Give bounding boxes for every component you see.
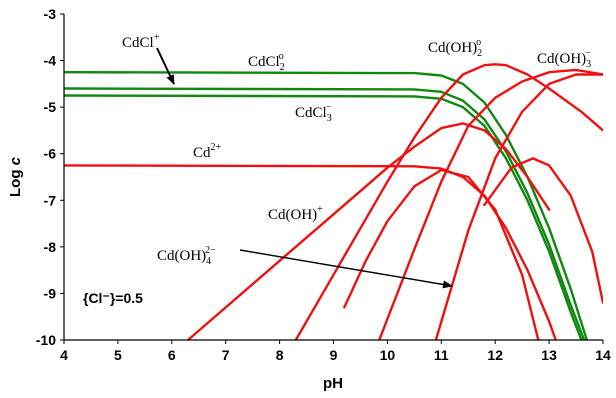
y-axis-title: Log c — [7, 156, 24, 197]
x-axis-title: pH — [323, 375, 343, 392]
label-cdoh3-part: 3 — [586, 59, 591, 70]
axes-layer: 4 5 6 7 8 9 10 11 12 13 14 -3 -4 -5 -6 -7 -8 -9 -10 — [36, 6, 611, 363]
x-tick-label: 8 — [276, 347, 284, 363]
series-line-1 — [64, 87, 586, 340]
x-tick-label: 14 — [595, 347, 611, 363]
label-cdoh-plus-part: + — [317, 204, 323, 215]
label-cdoh2-part: 2 — [477, 48, 482, 59]
x-tick-label: 7 — [222, 347, 230, 363]
y-tick-label: -3 — [44, 6, 57, 22]
x-tick-label: 12 — [487, 347, 503, 363]
series-line-2 — [64, 94, 583, 340]
series-line-6 — [378, 68, 603, 340]
labels-layer: CdCl+CdCl2oCdCl3−Cd2+Cd(OH)+Cd(OH)2oCd(O… — [122, 32, 591, 289]
x-tick-label: 11 — [434, 347, 449, 363]
x-tick-label: 13 — [541, 347, 557, 363]
label-cdoh3-part: − — [585, 48, 591, 59]
label-cdcl2: CdCl2o — [248, 51, 285, 73]
label-cdoh4-part: Cd(OH) — [157, 248, 206, 264]
label-cdoh4-part: 2− — [205, 245, 216, 256]
label-cdcl3-part: CdCl — [295, 105, 327, 121]
extra-curve-0 — [343, 168, 540, 340]
y-tick-label: -6 — [44, 146, 57, 162]
x-tick-label: 9 — [330, 347, 338, 363]
series-line-3 — [64, 164, 558, 340]
y-tick-label: -10 — [36, 332, 56, 348]
label-cd2plus-part: 2+ — [211, 142, 222, 153]
x-tick-label: 5 — [114, 347, 122, 363]
label-cdcl2-part: 2 — [280, 62, 285, 73]
label-cdoh-plus-part: Cd(OH) — [268, 207, 317, 223]
y-tick-label: -9 — [44, 285, 57, 301]
label-cd2plus-part: Cd — [193, 145, 211, 161]
chloride-condition-label: {Cl⁻}=0.5 — [83, 290, 143, 306]
label-cdoh3-part: Cd(OH) — [537, 51, 586, 67]
label-cdoh2-part: Cd(OH) — [428, 40, 477, 56]
y-tick-label: -4 — [44, 53, 57, 69]
arrow-cdcl-plus — [156, 47, 175, 85]
label-cd2plus: Cd2+ — [193, 142, 222, 161]
label-cdcl3: CdCl3− — [295, 102, 332, 124]
label-cdcl3-part: 3 — [327, 113, 332, 124]
label-cdoh2: Cd(OH)2o — [428, 37, 482, 59]
label-cdcl2-part: CdCl — [248, 54, 280, 70]
label-cdoh4-part: 4 — [206, 256, 211, 267]
label-cdoh-plus: Cd(OH)+ — [268, 204, 323, 223]
label-cdcl-plus-part: + — [154, 32, 160, 43]
x-tick-label: 6 — [168, 347, 176, 363]
series-line-0 — [64, 70, 588, 340]
x-tick-label: 4 — [60, 347, 68, 363]
y-tick-label: -5 — [44, 99, 57, 115]
label-cdcl-plus-part: CdCl — [122, 35, 154, 51]
series-line-4 — [186, 122, 551, 340]
extra-curve-1 — [483, 157, 603, 304]
y-tick-label: -7 — [44, 192, 57, 208]
series-line-5 — [294, 63, 603, 340]
label-cdoh4: Cd(OH)42− — [157, 245, 216, 267]
label-cdcl2-part: o — [279, 51, 284, 62]
arrow-cdoh4 — [239, 249, 453, 289]
x-tick-label: 10 — [380, 347, 396, 363]
label-cdcl-plus: CdCl+ — [122, 32, 160, 51]
y-tick-label: -8 — [44, 239, 57, 255]
label-cdoh2-part: o — [476, 37, 481, 48]
series-line-7 — [434, 73, 603, 340]
label-cdoh3: Cd(OH)3− — [537, 48, 591, 70]
label-cdcl3-part: − — [326, 102, 332, 113]
curves-layer — [64, 63, 603, 340]
